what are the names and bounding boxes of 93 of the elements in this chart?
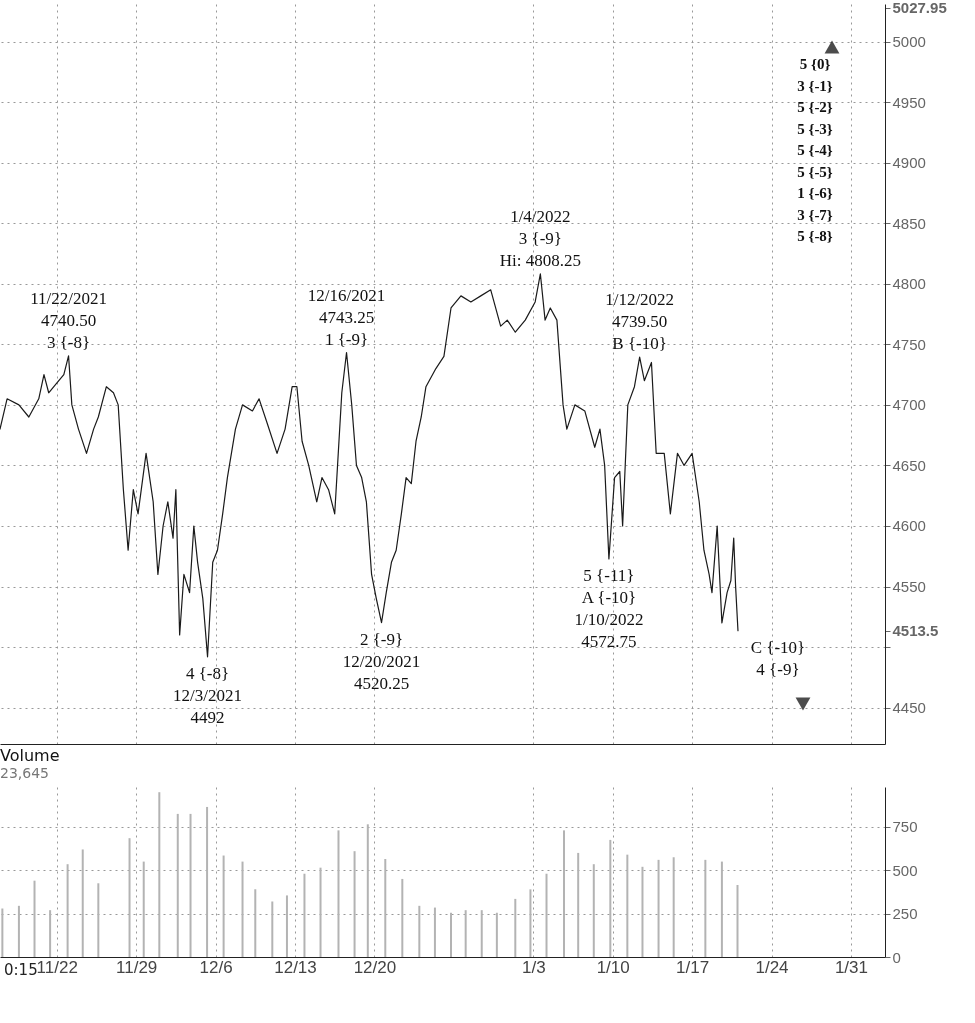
bar	[158, 792, 161, 957]
bar	[241, 861, 244, 957]
bar	[81, 849, 84, 957]
x-tick-label: 1/24	[755, 957, 789, 977]
y-tick-label: 4900	[892, 154, 926, 172]
x-tick-label: 1/3	[521, 957, 546, 977]
bar	[529, 889, 532, 957]
annotation: C {-10} 4 {-9}	[750, 637, 806, 679]
bar	[254, 889, 257, 957]
annotation: 5 {0}	[799, 56, 831, 72]
annotation: 1 {-6}	[797, 185, 833, 201]
bar	[704, 859, 707, 957]
bar	[271, 901, 274, 957]
bar	[720, 861, 723, 957]
bar	[545, 873, 548, 957]
annotation: 5 {-3}	[797, 120, 833, 137]
bar	[657, 859, 660, 957]
y-tick-label: 4513.5	[892, 622, 939, 640]
bar	[303, 873, 306, 957]
x-tick-label: 11/22	[36, 957, 78, 977]
annotation: 12/16/2021 4743.25 1 {-9}	[307, 285, 386, 349]
bar	[626, 854, 629, 957]
y-tick-label: 4950	[892, 93, 926, 111]
bar	[450, 912, 453, 957]
bar	[337, 830, 340, 957]
y-tick-label: 4600	[892, 517, 926, 535]
annotation: 5 {-4}	[797, 142, 833, 158]
bar	[206, 806, 209, 957]
bar	[176, 813, 179, 957]
y-tick-label: 4650	[892, 456, 926, 474]
bar	[563, 830, 565, 957]
bar	[189, 813, 192, 957]
x-tick-label: 1/31	[834, 957, 869, 977]
annotation: 5 {-2}	[797, 99, 833, 115]
x-tick-label: 12/20	[353, 957, 397, 977]
y-tick-label: 4700	[892, 396, 926, 414]
annotation: 2 {-9} 12/20/2021 4520.25	[342, 629, 421, 693]
bar	[480, 910, 483, 957]
x-tick-label: 12/6	[199, 957, 233, 977]
bar	[384, 858, 387, 957]
bar	[641, 866, 644, 957]
bar	[514, 898, 517, 957]
annotation: 3 {-1}	[797, 77, 833, 94]
y-tick-label: 5000	[892, 33, 926, 51]
bar	[464, 910, 467, 957]
bar	[577, 852, 580, 957]
bar	[495, 912, 498, 957]
y-tick-label: 5027.95	[892, 0, 947, 17]
bar	[319, 867, 322, 957]
annotation: 1/12/2022 4739.50 B {-10}	[605, 290, 675, 354]
y-tick-label: 4750	[892, 335, 926, 353]
y-tick-label: 4850	[892, 214, 926, 232]
annotation: 5 {-5}	[797, 163, 833, 180]
x-tick-label: 11/29	[116, 957, 158, 977]
bar	[609, 839, 612, 957]
text: 0:15	[4, 961, 38, 979]
bar	[33, 880, 36, 957]
bar	[672, 857, 675, 957]
x-tick-label: 12/13	[274, 957, 317, 977]
bar	[592, 864, 595, 957]
chart-title: Volume	[0, 746, 60, 765]
y-tick-label: 250	[892, 905, 918, 923]
bar	[142, 861, 145, 957]
y-tick-label: 4550	[892, 578, 926, 596]
bar	[222, 855, 225, 957]
annotation: 3 {-7}	[797, 206, 833, 223]
bar	[97, 883, 100, 957]
annotation: 5 {-8}	[797, 228, 833, 244]
bar	[366, 824, 369, 957]
annotation: 1/4/2022 3 {-9}	[510, 206, 571, 248]
y-tick-label: 750	[892, 818, 918, 836]
annotation: 11/22/2021 4740.50 3 {-8}	[30, 288, 107, 352]
bar	[49, 910, 52, 957]
y-tick-label: 0	[892, 948, 901, 966]
bar	[433, 907, 436, 957]
bar	[736, 885, 739, 957]
bar	[66, 864, 69, 957]
annotation: 4 {-8} 12/3/2021 4492	[173, 663, 243, 727]
bar	[285, 895, 288, 957]
line-series	[0, 273, 739, 658]
x-tick-label: 1/10	[596, 957, 630, 977]
bar	[401, 878, 404, 957]
bar	[353, 851, 356, 957]
bar	[418, 905, 421, 957]
y-tick-label: 4450	[892, 699, 926, 717]
chart-subtitle: 23,645	[0, 765, 49, 781]
bar	[128, 838, 131, 957]
bar	[17, 905, 20, 957]
y-tick-label: 500	[892, 861, 918, 879]
x-tick-label: 1/17	[676, 957, 710, 977]
y-tick-label: 4800	[892, 275, 926, 293]
annotation: 5 {-11} A {-10} 1/10/2022 4572.75	[574, 566, 644, 651]
annotation: Hi: 4808.25	[499, 250, 581, 270]
